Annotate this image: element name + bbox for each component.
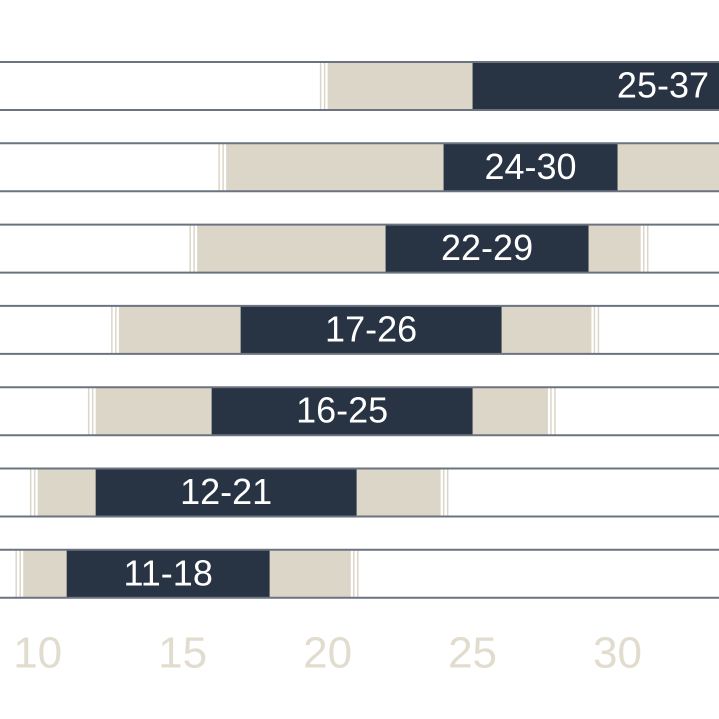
x-tick-label: 15 <box>158 629 207 678</box>
bar-label: 12-21 <box>180 471 272 512</box>
x-tick-label: 10 <box>13 629 62 678</box>
inner-range <box>472 62 719 110</box>
inner-range <box>66 549 270 598</box>
x-tick-label: 25 <box>448 629 497 678</box>
inner-range <box>211 387 473 436</box>
inner-range <box>385 224 589 273</box>
x-tick-label: 20 <box>303 629 352 678</box>
bar-label: 24-30 <box>485 146 577 187</box>
inner-range <box>240 305 502 354</box>
bar-label: 16-25 <box>296 390 388 431</box>
x-tick-label: 30 <box>593 629 642 678</box>
bar-label: 17-26 <box>325 308 417 349</box>
inner-range <box>443 143 618 192</box>
bar-label: 22-29 <box>441 227 533 268</box>
inner-range <box>95 468 357 517</box>
bar-label: 11-18 <box>123 552 212 593</box>
bar-label: 25-37 <box>617 65 709 106</box>
